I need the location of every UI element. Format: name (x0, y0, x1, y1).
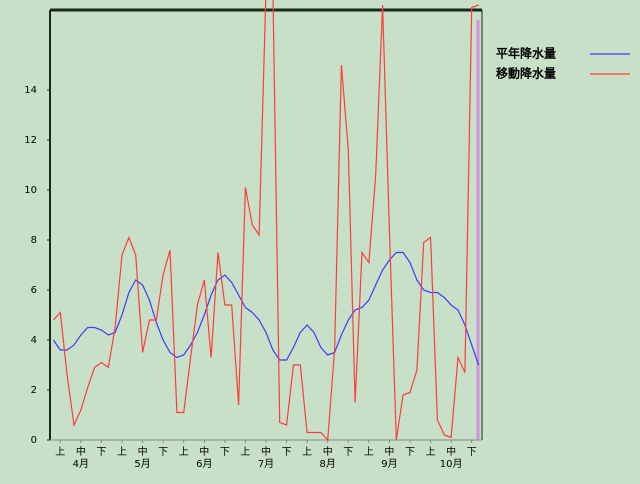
x-tick-label: 下 (405, 447, 415, 458)
y-tick-label: 8 (31, 235, 37, 246)
y-tick-label: 6 (31, 285, 37, 296)
x-tick-label: 上 (364, 446, 374, 458)
month-label: 4月 (73, 458, 89, 470)
x-tick-label: 下 (467, 447, 477, 458)
legend-label: 移動降水量 (496, 66, 556, 81)
y-tick-label: 10 (24, 185, 37, 196)
month-label: 5月 (134, 458, 150, 470)
series-line (52, 0, 479, 442)
month-label: 8月 (320, 458, 336, 470)
x-tick-label: 上 (240, 446, 250, 458)
x-tick-label: 中 (446, 445, 456, 458)
x-tick-label: 下 (96, 447, 106, 458)
x-tick-label: 下 (220, 447, 230, 458)
x-tick-label: 中 (261, 445, 271, 458)
x-tick-label: 上 (302, 446, 312, 458)
x-tick-label: 上 (55, 446, 65, 458)
y-tick-label: 12 (24, 135, 37, 146)
x-tick-label: 下 (343, 447, 353, 458)
x-tick-label: 中 (76, 445, 86, 458)
month-label: 9月 (381, 458, 397, 470)
x-tick-label: 中 (384, 445, 394, 458)
y-tick-label: 2 (31, 385, 37, 396)
x-tick-label: 下 (282, 447, 292, 458)
x-tick-label: 中 (199, 445, 209, 458)
y-tick-label: 4 (31, 335, 37, 346)
legend-label: 平年降水量 (496, 46, 556, 61)
x-tick-label: 中 (138, 445, 148, 458)
x-tick-label: 上 (179, 446, 189, 458)
x-tick-label: 上 (426, 446, 436, 458)
series-line (52, 251, 480, 366)
y-tick-label: 14 (24, 85, 37, 96)
x-tick-label: 中 (323, 445, 333, 458)
y-tick-label: 0 (31, 435, 37, 446)
month-label: 6月 (196, 458, 212, 470)
month-label: 7月 (258, 458, 274, 470)
month-label: 10月 (440, 458, 463, 470)
x-tick-label: 下 (158, 447, 168, 458)
x-tick-label: 上 (117, 446, 127, 458)
